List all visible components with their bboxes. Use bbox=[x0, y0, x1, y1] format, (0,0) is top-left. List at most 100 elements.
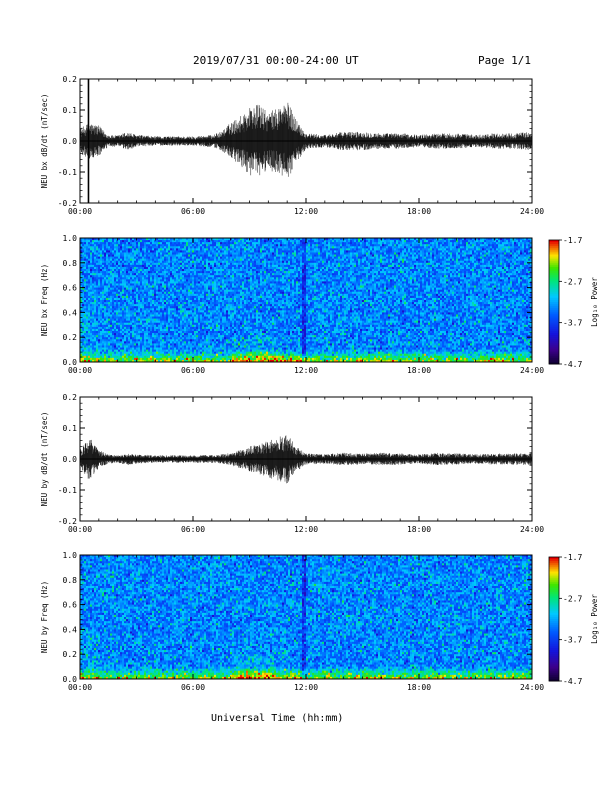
spectrogram-cell bbox=[146, 306, 149, 309]
spectrogram-cell bbox=[184, 252, 187, 255]
spectrogram-cell bbox=[192, 260, 195, 264]
spectrogram-cell bbox=[130, 275, 133, 278]
spectrogram-cell bbox=[138, 349, 141, 353]
spectrogram-cell bbox=[122, 320, 125, 324]
spectrogram-cell bbox=[140, 345, 143, 348]
spectrogram-cell bbox=[182, 302, 185, 305]
spectrogram-cell bbox=[186, 341, 189, 344]
spectrogram-cell bbox=[106, 285, 109, 288]
spectrogram-cell bbox=[120, 351, 123, 355]
spectrogram-cell bbox=[164, 258, 167, 262]
spectrogram-cell bbox=[120, 254, 123, 257]
spectrogram-cell bbox=[102, 302, 105, 305]
spectrogram-cell bbox=[192, 275, 195, 278]
spectrogram-cell bbox=[102, 355, 105, 359]
spectrogram-cell bbox=[190, 304, 193, 307]
spectrogram-cell bbox=[96, 273, 99, 276]
spectrogram-cell bbox=[142, 312, 145, 315]
spectrogram-cell bbox=[134, 240, 137, 243]
spectrogram-cell bbox=[108, 326, 111, 330]
spectrogram-cell bbox=[164, 353, 167, 357]
waveform-0 bbox=[79, 78, 533, 204]
spectrogram-cell bbox=[148, 300, 151, 303]
spectrogram-cell bbox=[158, 273, 161, 276]
spectrogram-cell bbox=[104, 246, 107, 249]
spectrogram-cell bbox=[172, 316, 175, 319]
spectrogram-cell bbox=[82, 318, 85, 322]
spectrogram-cell bbox=[86, 266, 89, 270]
spectrogram-cell bbox=[104, 355, 107, 359]
spectrogram-cell bbox=[128, 256, 131, 260]
spectrogram-cell bbox=[168, 289, 171, 293]
spectrogram-cell bbox=[160, 264, 163, 268]
spectrogram-cell bbox=[104, 293, 107, 297]
spectrogram-cell bbox=[130, 250, 133, 253]
spectrogram-cell bbox=[190, 252, 193, 255]
spectrogram-cell bbox=[108, 269, 111, 272]
spectrogram-cell bbox=[112, 295, 115, 299]
spectrogram-cell bbox=[134, 355, 137, 359]
spectrogram-cell bbox=[186, 324, 189, 328]
spectrogram-cell bbox=[136, 279, 139, 282]
spectrogram-cell bbox=[182, 285, 185, 288]
spectrogram-cell bbox=[178, 252, 181, 255]
spectrogram-cell bbox=[94, 324, 97, 328]
spectrogram-cell bbox=[186, 258, 189, 262]
spectrogram-cell bbox=[80, 312, 83, 315]
spectrogram-cell bbox=[126, 295, 129, 299]
spectrogram-cell bbox=[140, 287, 143, 291]
spectrogram-cell bbox=[80, 238, 83, 241]
spectrogram-cell bbox=[188, 312, 191, 315]
spectrogram-cell bbox=[124, 264, 127, 268]
spectrogram-cell bbox=[142, 353, 145, 357]
spectrogram-cell bbox=[120, 275, 123, 278]
spectrogram-cell bbox=[154, 347, 157, 350]
spectrogram-cell bbox=[142, 279, 145, 282]
spectrogram-cell bbox=[84, 322, 87, 326]
spectrogram-cell bbox=[162, 293, 165, 297]
spectrogram-cell bbox=[188, 343, 191, 346]
spectrogram-cell bbox=[172, 312, 175, 315]
spectrogram-cell bbox=[118, 343, 121, 346]
spectrogram-cell bbox=[156, 341, 159, 344]
spectrogram-cell bbox=[166, 242, 169, 245]
spectrogram-cell bbox=[154, 345, 157, 348]
spectrogram-cell bbox=[168, 355, 171, 359]
spectrogram-cell bbox=[134, 328, 137, 332]
spectrogram-cell bbox=[140, 248, 143, 251]
spectrogram-cell bbox=[88, 264, 91, 268]
spectrogram-cell bbox=[114, 273, 117, 276]
spectrogram-cell bbox=[128, 266, 131, 270]
spectrogram-cell bbox=[116, 281, 119, 284]
spectrogram-cell bbox=[168, 295, 171, 299]
spectrogram-cell bbox=[118, 264, 121, 268]
spectrogram-cell bbox=[184, 291, 187, 295]
spectrogram-cell bbox=[96, 328, 99, 332]
spectrogram-cell bbox=[172, 333, 175, 336]
spectrogram-cell bbox=[170, 316, 173, 319]
spectrogram-cell bbox=[196, 248, 199, 251]
spectrogram-cell bbox=[96, 308, 99, 311]
spectrogram-cell bbox=[106, 295, 109, 299]
spectrogram-cell bbox=[112, 357, 115, 361]
spectrogram-cell bbox=[196, 357, 199, 361]
spectrogram-cell bbox=[184, 287, 187, 291]
spectrogram-cell bbox=[146, 260, 149, 264]
spectrogram-cell bbox=[108, 252, 111, 255]
spectrogram-cell bbox=[188, 293, 191, 297]
spectrogram-cell bbox=[134, 246, 137, 249]
spectrogram-cell bbox=[130, 248, 133, 251]
spectrogram-cell bbox=[154, 324, 157, 328]
spectrogram-cell bbox=[196, 322, 199, 326]
spectrogram-cell bbox=[140, 357, 143, 361]
spectrogram-cell bbox=[100, 331, 103, 334]
spectrogram-cell bbox=[196, 297, 199, 301]
spectrogram-cell bbox=[96, 337, 99, 340]
spectrogram-cell bbox=[190, 347, 193, 350]
spectrogram-cell bbox=[168, 248, 171, 251]
spectrogram-cell bbox=[100, 293, 103, 297]
spectrogram-cell bbox=[170, 339, 173, 342]
spectrogram-cell bbox=[164, 277, 167, 280]
spectrogram-cell bbox=[186, 277, 189, 280]
spectrogram-cell bbox=[174, 238, 177, 241]
